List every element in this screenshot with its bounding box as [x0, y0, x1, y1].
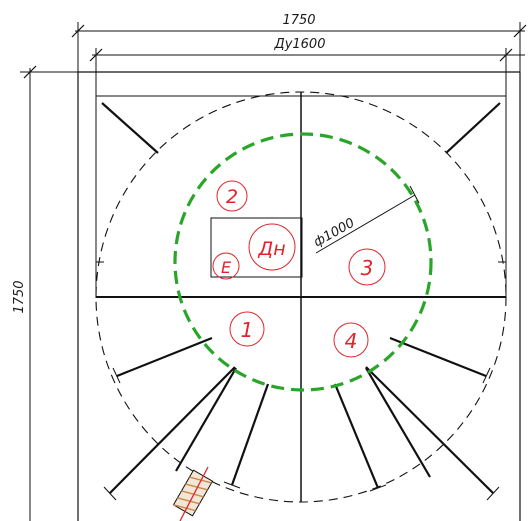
- diameter-leader: ф1000: [311, 185, 420, 254]
- dimension-width-1750: 1750: [71, 13, 527, 82]
- svg-text:2: 2: [226, 186, 238, 208]
- zone-marker-3: 3: [348, 248, 386, 286]
- svg-text:4: 4: [345, 329, 358, 353]
- svg-text:Е: Е: [221, 258, 232, 277]
- zone-marker-4: 4: [333, 322, 369, 358]
- nozzle-symbol: [172, 466, 214, 521]
- svg-text:1: 1: [241, 318, 254, 342]
- inner-hatch-rectangle: [210, 217, 303, 278]
- inner-green-circle: [173, 132, 433, 392]
- svg-text:3: 3: [361, 256, 374, 280]
- zone-marker-e: Е: [212, 252, 240, 280]
- dimension-height-1750: 1750: [12, 65, 82, 521]
- dimension-label-width: 1750: [282, 13, 315, 28]
- zone-marker-2: 2: [216, 180, 248, 212]
- dimension-nominal-diameter: Ду1600: [89, 37, 525, 100]
- svg-text:Дн: Дн: [257, 238, 285, 260]
- upper-ribs: [96, 102, 506, 263]
- dimension-label-du1600: Ду1600: [274, 37, 326, 52]
- lower-radial-ribs: [103, 336, 500, 501]
- zone-marker-dn: Дн: [248, 223, 296, 271]
- dimension-label-height: 1750: [12, 280, 27, 313]
- zone-marker-1: 1: [229, 311, 265, 347]
